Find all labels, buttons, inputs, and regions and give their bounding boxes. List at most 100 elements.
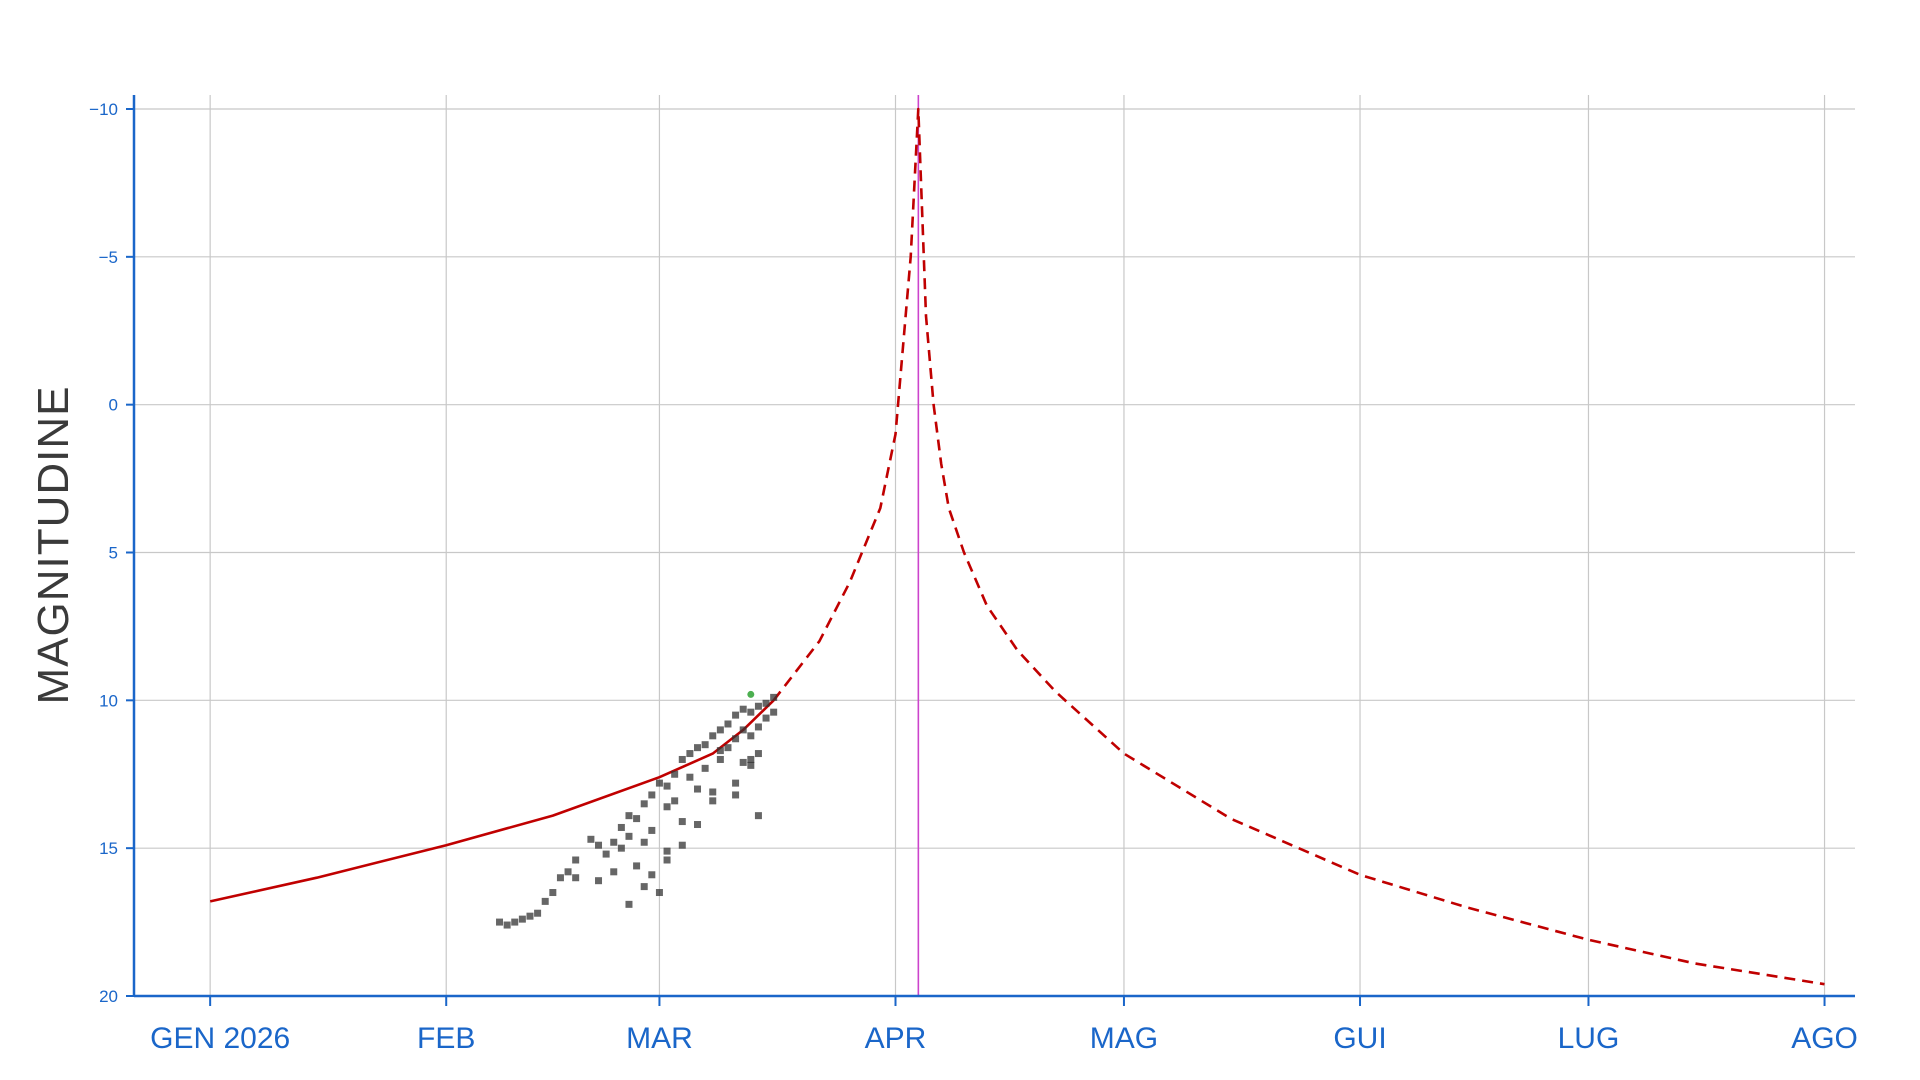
observation-point <box>686 750 694 758</box>
observation-point <box>739 758 747 766</box>
observation-point <box>747 755 755 763</box>
observation-point <box>610 868 618 876</box>
observation-point <box>694 785 702 793</box>
observation-point <box>678 841 686 849</box>
observation-point <box>663 782 671 790</box>
observation-point <box>732 735 740 743</box>
observation-point <box>716 726 724 734</box>
x-tick-label: APR <box>865 1022 927 1055</box>
highlight-point <box>747 690 755 698</box>
observation-point <box>633 862 641 870</box>
observation-point <box>587 835 595 843</box>
observation-point <box>732 711 740 719</box>
observation-point <box>754 702 762 710</box>
x-tick-label: MAR <box>626 1022 693 1055</box>
observation-point <box>595 841 603 849</box>
x-tick-label: GUI <box>1333 1022 1386 1055</box>
observation-point <box>747 732 755 740</box>
observation-point <box>541 897 549 905</box>
observation-point <box>572 856 580 864</box>
observation-point <box>724 720 732 728</box>
observation-point <box>754 723 762 731</box>
observation-point <box>625 832 633 840</box>
observation-point <box>770 708 778 716</box>
observation-point <box>686 773 694 781</box>
observation-point <box>610 838 618 846</box>
y-tick-label: 10 <box>99 691 118 710</box>
observation-point <box>663 847 671 855</box>
observation-point <box>701 764 709 772</box>
observation-point <box>701 741 709 749</box>
curve-layer <box>209 107 1825 986</box>
observation-point <box>694 744 702 752</box>
x-tick-label: MAG <box>1090 1022 1158 1055</box>
y-tick-label: −5 <box>99 248 118 267</box>
observation-point <box>556 874 564 882</box>
observation-point <box>732 779 740 787</box>
observation-point <box>732 791 740 799</box>
observation-point <box>534 909 542 917</box>
x-tick-label: GEN 2026 <box>150 1022 290 1055</box>
observation-point <box>648 871 656 879</box>
observation-point <box>640 838 648 846</box>
observation-point <box>511 918 519 926</box>
observation-point <box>640 800 648 808</box>
y-tick-label: 0 <box>109 396 118 415</box>
observation-point <box>617 823 625 831</box>
observation-point <box>518 915 526 923</box>
observation-point <box>762 699 770 707</box>
observation-point <box>564 868 572 876</box>
observation-point <box>625 900 633 908</box>
observation-point <box>595 877 603 885</box>
observation-point <box>770 693 778 701</box>
observation-point <box>655 779 663 787</box>
observation-point <box>503 921 511 929</box>
observation-point <box>671 770 679 778</box>
axes-layer <box>132 95 1855 998</box>
observation-point <box>716 747 724 755</box>
observation-point <box>572 874 580 882</box>
observation-points-layer <box>496 690 778 929</box>
observation-point <box>526 912 534 920</box>
observation-point <box>633 815 641 823</box>
observation-point <box>663 803 671 811</box>
x-tick-label: AGO <box>1791 1022 1858 1055</box>
observation-point <box>640 883 648 891</box>
observation-point <box>602 850 610 858</box>
observation-point <box>678 818 686 826</box>
y-tick-label: 15 <box>99 839 118 858</box>
observation-point <box>625 812 633 820</box>
observation-point <box>709 732 717 740</box>
observation-point <box>747 761 755 769</box>
observation-point <box>754 812 762 820</box>
observation-point <box>648 826 656 834</box>
y-tick-label: −10 <box>89 100 118 119</box>
x-tick-label: LUG <box>1558 1022 1620 1055</box>
predicted-curve-dashed <box>772 107 1825 986</box>
observation-point <box>762 714 770 722</box>
fitted-curve-solid <box>209 699 775 903</box>
observation-point <box>694 821 702 829</box>
observation-point <box>754 750 762 758</box>
observation-point <box>724 744 732 752</box>
observation-point <box>709 788 717 796</box>
observation-point <box>671 797 679 805</box>
y-tick-label: 5 <box>109 544 118 563</box>
y-tick-label: 20 <box>99 987 118 1006</box>
observation-point <box>655 889 663 897</box>
grid-layer <box>134 95 1855 997</box>
observation-point <box>716 755 724 763</box>
observation-point <box>496 918 504 926</box>
observation-point <box>739 705 747 713</box>
observation-point <box>678 755 686 763</box>
observation-point <box>739 726 747 734</box>
x-tick-label: FEB <box>417 1022 475 1055</box>
observation-point <box>747 708 755 716</box>
y-axis-label: MAGNITUDINE <box>29 386 78 705</box>
observation-point <box>709 797 717 805</box>
observation-point <box>663 856 671 864</box>
observation-point <box>549 889 557 897</box>
observation-point <box>617 844 625 852</box>
ticks-layer: −10 −5 0 5 10 15 20 GEN 2026 FEB MAR APR MAG GUI LUG A… <box>89 100 1858 1055</box>
